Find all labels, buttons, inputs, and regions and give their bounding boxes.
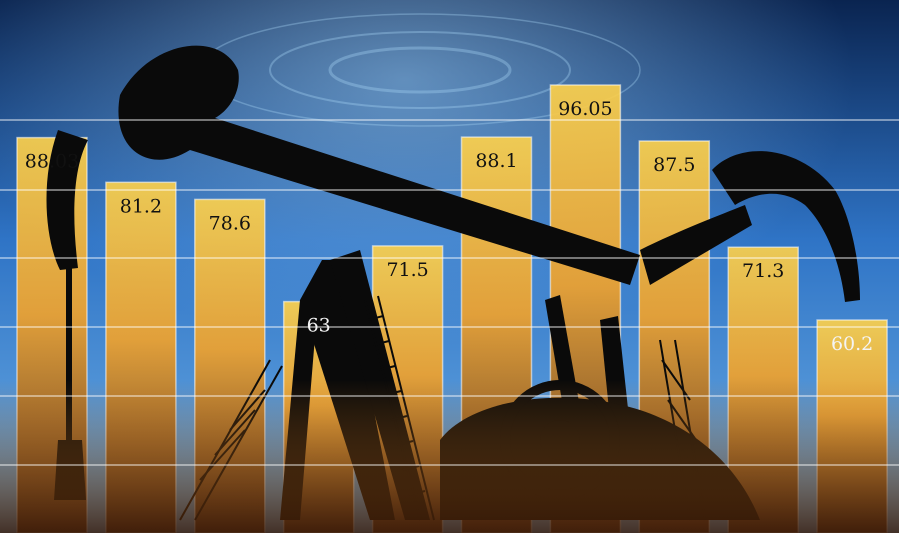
ground-shadow [0,380,899,533]
bar-value-label-9: 71.3 [742,260,784,282]
value-labels-group: 88.03 81.2 78.6 63 71.5 88.1 96.05 87.5 71.3 60.2 [25,98,873,355]
bar-value-label-10: 60.2 [831,333,873,355]
bar-value-label-3: 78.6 [209,212,251,234]
bar-value-label-8: 87.5 [653,154,695,176]
bar-value-label-2: 81.2 [120,195,162,217]
bar-value-label-6: 88.1 [475,150,517,172]
bar-value-label-4: 63 [307,315,331,337]
bar-value-label-5: 71.5 [386,259,428,281]
bar-value-label-7: 96.05 [558,98,612,120]
gridlines [0,119,899,466]
bar-value-label-1: 88.03 [25,151,79,173]
